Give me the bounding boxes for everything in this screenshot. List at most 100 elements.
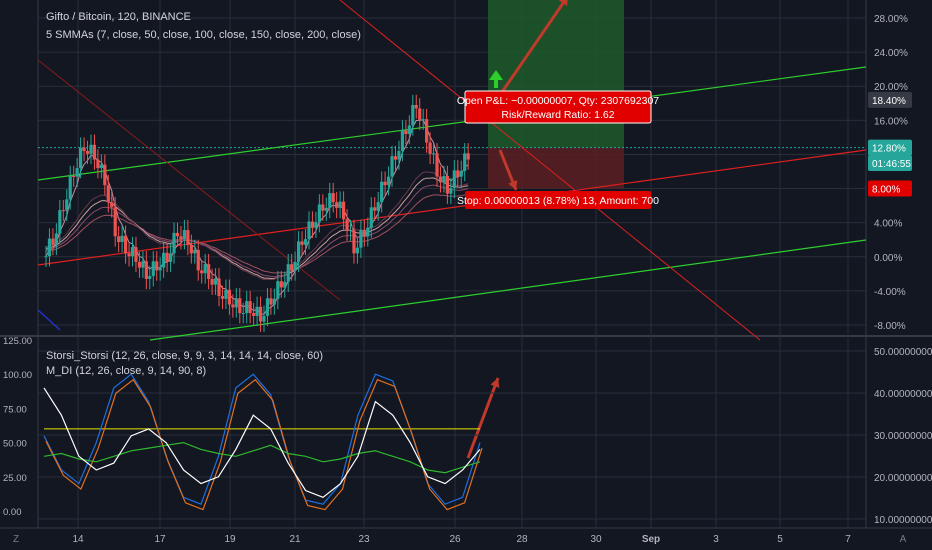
right-tick: 20.00000000: [874, 473, 932, 484]
candle-body: [438, 176, 443, 183]
indicator-pane: 125.00 100.00 75.00 50.00 25.00 0.00 50.000000…: [3, 336, 932, 526]
candle-body: [92, 144, 97, 160]
candle-body: [279, 281, 283, 288]
candle-body: [113, 207, 117, 237]
candle-body: [324, 207, 328, 211]
candles: [44, 94, 470, 332]
candle-body: [210, 278, 214, 285]
time-tick: 30: [590, 534, 602, 545]
candle-body: [431, 153, 436, 155]
candle-body: [220, 296, 225, 299]
candle-body: [345, 219, 349, 231]
candle-body: [383, 181, 387, 186]
candle-body: [238, 298, 242, 314]
candle-body: [459, 170, 463, 177]
arrows: [466, 0, 568, 459]
candle-body: [196, 249, 200, 271]
target-arrow: [498, 0, 568, 96]
price-tick: 24.00%: [874, 48, 908, 59]
candle-body: [331, 193, 335, 203]
candle-body: [158, 267, 162, 271]
left-tick: 125.00: [3, 336, 32, 347]
candle-body: [366, 227, 370, 237]
time-tick: 17: [154, 534, 166, 545]
candle-body: [123, 235, 128, 254]
candle-body: [369, 207, 373, 228]
corner-left: Z: [13, 534, 19, 545]
time-tick: Sep: [642, 534, 660, 545]
candle-body: [328, 193, 332, 208]
candle-body: [463, 153, 467, 171]
candle-body: [290, 264, 294, 271]
time-tick: 21: [289, 534, 301, 545]
candle-body: [130, 247, 135, 257]
candle-body: [155, 261, 159, 271]
mdi-legend: M_DI (12, 26, close, 9, 14, 90, 8): [46, 365, 207, 377]
up-marker-head: [489, 70, 503, 80]
descending-line: [339, 0, 761, 341]
candle-body: [193, 249, 197, 254]
candle-body: [248, 301, 252, 314]
candle-body: [148, 276, 152, 279]
candle-body: [106, 185, 110, 203]
candle-body: [428, 142, 432, 154]
candle-body: [435, 153, 439, 177]
candle-body: [310, 221, 315, 228]
candle-body: [68, 176, 72, 200]
candle-body: [317, 204, 321, 223]
candle-body: [272, 298, 276, 305]
stop-text: Stop: 0.00000013 (8.78%) 13, Amount: 700: [457, 195, 659, 207]
candle-body: [175, 232, 180, 237]
candle-body: [89, 144, 93, 154]
candle-body: [407, 125, 411, 134]
candle-body: [117, 236, 121, 242]
candle-body: [452, 170, 456, 188]
sma-line: [45, 119, 469, 315]
corner-right: A: [900, 534, 907, 545]
candle-body: [79, 147, 83, 169]
time-tick: 7: [845, 534, 851, 545]
candle-body: [207, 264, 211, 279]
candle-body: [186, 230, 190, 245]
left-tick: 25.00: [3, 473, 27, 484]
candle-body: [103, 164, 107, 186]
candle-body: [421, 119, 425, 121]
sma-line: [45, 171, 469, 281]
candle-body: [359, 230, 363, 248]
mid-channel-line: [37, 149, 867, 266]
left-tick: 75.00: [3, 404, 27, 415]
price-tag-text: 8.00%: [872, 185, 900, 196]
time-tick: 3: [713, 534, 719, 545]
candle-body: [44, 256, 48, 258]
storsi-legend: Storsi_Storsi (12, 26, close, 9, 9, 3, 1…: [46, 350, 323, 362]
symbol-title: Gifto / Bitcoin, 120, BINANCE: [46, 11, 191, 23]
price-tag: [868, 91, 912, 108]
candle-body: [449, 187, 453, 194]
price-axis[interactable]: 28.00%24.00%20.00%16.00%12.00%8.00%4.00%…: [868, 14, 912, 332]
candle-body: [182, 230, 187, 240]
candle-body: [127, 253, 131, 257]
indicator-series-signal: [45, 378, 483, 511]
candle-body: [213, 278, 218, 285]
candle-body: [414, 104, 418, 109]
indicator-arrow-head: [490, 378, 500, 388]
candle-body: [456, 170, 460, 177]
price-tag-text: 18.40%: [872, 96, 906, 107]
price-tag-text: 01:46:55: [872, 159, 911, 170]
time-tick: 26: [449, 534, 461, 545]
target-arrow-head: [559, 0, 568, 6]
candle-body: [390, 156, 394, 177]
stop-arrow-head: [508, 180, 518, 190]
candle-body: [293, 261, 297, 271]
candle-body: [134, 247, 138, 262]
candle-body: [362, 230, 366, 237]
candle-body: [96, 159, 100, 169]
moving-averages: [45, 119, 469, 315]
candle-body: [200, 270, 204, 274]
candle-body: [400, 130, 405, 152]
candle-body: [404, 130, 408, 134]
candle-body: [466, 153, 470, 160]
time-axis[interactable]: 14 17 19 21 23 26 28 30 Sep 3 5 7 Z A: [13, 534, 907, 545]
candle-body: [137, 261, 142, 268]
